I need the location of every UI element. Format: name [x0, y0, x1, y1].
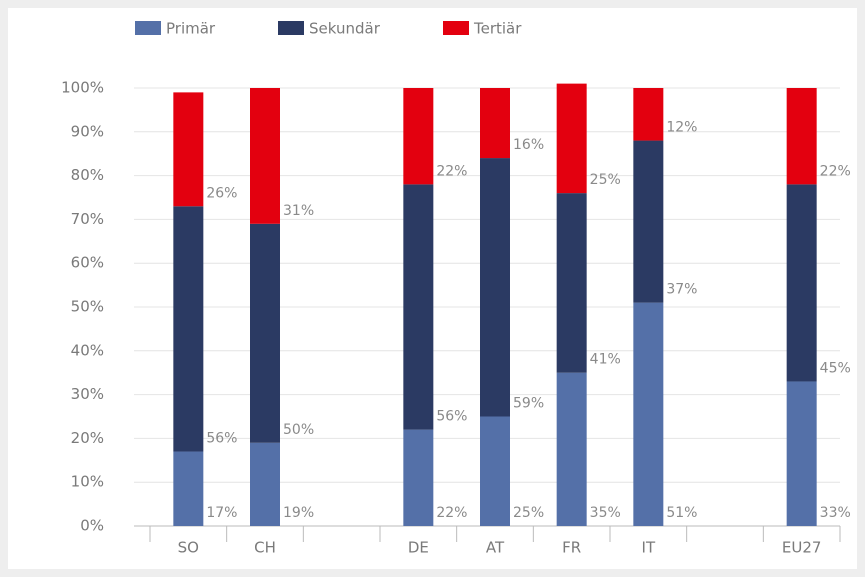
bar-segment [633, 302, 664, 526]
value-label: 16% [513, 137, 544, 153]
x-tick-label: FR [562, 539, 581, 557]
bar-segment [250, 88, 280, 224]
bar-segment [403, 184, 434, 430]
x-tick-label: DE [408, 539, 429, 557]
x-tick-label: CH [254, 539, 276, 557]
value-label: 59% [513, 396, 544, 412]
bar-segment [786, 184, 817, 382]
bar-segment [556, 372, 587, 526]
value-label: 17% [206, 505, 237, 521]
legend-label: Primär [166, 20, 216, 38]
value-label: 37% [666, 282, 697, 298]
bar-segment [786, 88, 817, 185]
value-label: 56% [206, 431, 237, 447]
value-label: 56% [436, 409, 467, 425]
value-label: 45% [820, 360, 851, 376]
y-tick-label: 90% [71, 122, 104, 140]
x-tick-label: EU27 [782, 539, 822, 557]
value-label: 25% [590, 172, 621, 188]
value-label: 33% [820, 505, 851, 521]
legend-swatch [278, 21, 304, 35]
bar-segment [173, 451, 204, 526]
y-tick-label: 80% [71, 166, 104, 184]
y-tick-label: 100% [61, 79, 104, 97]
bar-segment [633, 88, 664, 141]
bar-segment [250, 223, 280, 443]
value-label: 22% [820, 163, 851, 179]
bar-segment [556, 193, 587, 373]
value-label: 26% [206, 185, 237, 201]
value-label: 12% [666, 120, 697, 136]
value-label: 51% [666, 505, 697, 521]
legend-label: Tertiär [473, 20, 522, 38]
y-tick-label: 50% [71, 298, 104, 316]
bar-segment [173, 92, 204, 207]
y-tick-label: 30% [71, 385, 104, 403]
bar-segment [403, 88, 434, 185]
y-tick-label: 70% [71, 210, 104, 228]
legend-swatch [443, 21, 469, 35]
y-tick-label: 0% [80, 517, 104, 535]
value-label: 35% [590, 505, 621, 521]
bar-segment [173, 206, 204, 452]
value-label: 31% [283, 203, 314, 219]
bar-segment [633, 140, 664, 303]
y-tick-label: 40% [71, 341, 104, 359]
legend-swatch [135, 21, 161, 35]
bar-segment [480, 88, 510, 159]
value-label: 50% [283, 422, 314, 438]
x-tick-label: IT [642, 539, 656, 557]
value-label: 22% [436, 505, 467, 521]
legend-label: Sekundär [309, 20, 381, 38]
bar-segment [786, 381, 817, 526]
bar-segment [480, 416, 510, 526]
value-label: 25% [513, 505, 544, 521]
y-tick-label: 60% [71, 254, 104, 272]
y-tick-label: 20% [71, 429, 104, 447]
y-tick-label: 10% [71, 473, 104, 491]
value-label: 41% [590, 352, 621, 368]
value-label: 22% [436, 163, 467, 179]
x-tick-label: AT [486, 539, 505, 557]
bar-segment [250, 442, 280, 526]
bar-segment [556, 83, 587, 194]
x-tick-label: SO [178, 539, 199, 557]
bar-segment [403, 429, 434, 526]
bar-segment [480, 158, 510, 417]
value-label: 19% [283, 505, 314, 521]
